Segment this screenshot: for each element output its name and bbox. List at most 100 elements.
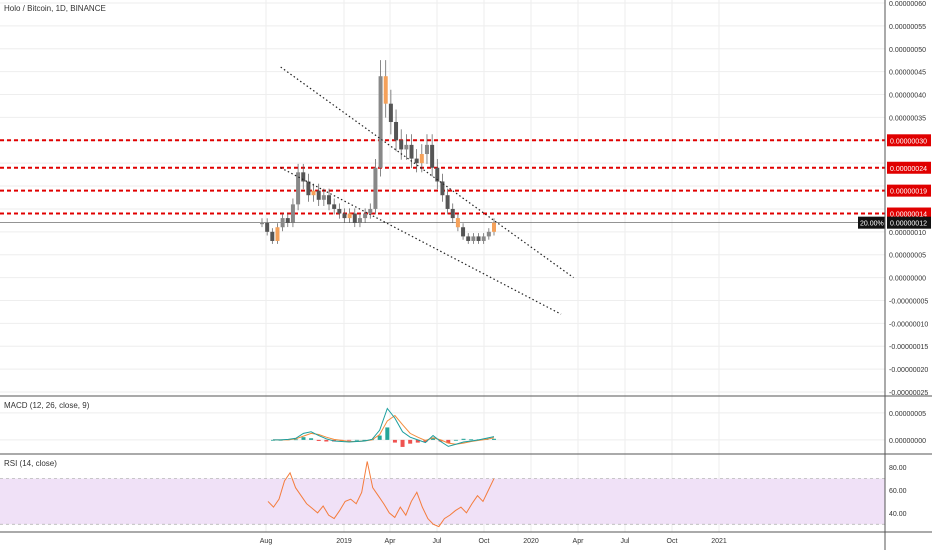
macd-hist-15 bbox=[385, 427, 390, 440]
macd-hist-16 bbox=[392, 439, 397, 443]
candle-body-10 bbox=[311, 190, 316, 196]
last-price-change-label: 20.00% bbox=[860, 221, 884, 228]
price-pane[interactable]: 0.00000030 0.00000024 0.00000019 0.00000014… bbox=[0, 60, 931, 315]
macd-hist-26 bbox=[469, 439, 474, 441]
macd-legend: MACD (12, 26, close, 9) bbox=[4, 401, 90, 410]
candle-body-39 bbox=[461, 227, 466, 237]
price-tick-10: 0.00000010 bbox=[889, 230, 926, 237]
chart-title: Holo / Bitcoin, 1D, BINANCE bbox=[4, 4, 106, 13]
trendline-0 bbox=[280, 66, 574, 279]
level-tag-1 bbox=[887, 161, 931, 174]
candle-body-13 bbox=[327, 195, 332, 205]
candle-body-32 bbox=[424, 144, 429, 155]
candle-body-21 bbox=[368, 208, 373, 214]
x-tick-4: Oct bbox=[479, 538, 490, 545]
level-tag-label-0: 0.00000030 bbox=[890, 138, 927, 145]
price-tick-0: 0.00000060 bbox=[889, 1, 926, 8]
last-price-tag bbox=[887, 216, 931, 229]
macd-hist-6 bbox=[316, 439, 321, 441]
candle-body-45 bbox=[492, 222, 496, 232]
candle-body-12 bbox=[321, 195, 326, 200]
candle-body-8 bbox=[301, 172, 306, 182]
price-tick-1: 0.00000055 bbox=[889, 24, 926, 31]
level-tag-label-3: 0.00000014 bbox=[890, 212, 927, 219]
macd-hist-17 bbox=[400, 439, 405, 447]
level-tag-2 bbox=[887, 184, 931, 197]
candle-body-37 bbox=[450, 208, 455, 219]
x-tick-2: Apr bbox=[385, 538, 397, 545]
macd-hist-12 bbox=[362, 439, 367, 441]
price-tick-11: 0.00000005 bbox=[889, 253, 926, 260]
rsi-band bbox=[0, 478, 885, 525]
candle-body-31 bbox=[419, 154, 424, 164]
last-price-change-tag bbox=[858, 216, 885, 229]
macd-hist-11 bbox=[354, 439, 359, 441]
candle-body-9 bbox=[306, 181, 311, 196]
candle-body-6 bbox=[290, 204, 295, 223]
candle-body-41 bbox=[471, 236, 476, 241]
macd-hist-3 bbox=[293, 439, 298, 441]
x-tick-3: Jul bbox=[433, 538, 442, 545]
level-tag-3 bbox=[887, 207, 931, 220]
candle-body-28 bbox=[404, 144, 409, 150]
candle-body-25 bbox=[388, 103, 393, 122]
candle-body-36 bbox=[445, 195, 450, 209]
price-tick-5: 0.00000035 bbox=[889, 115, 926, 122]
candle-body-4 bbox=[280, 218, 285, 228]
candle-body-42 bbox=[476, 236, 481, 241]
x-tick-6: Apr bbox=[573, 538, 585, 545]
price-tick-4: 0.00000040 bbox=[889, 93, 926, 100]
macd-line bbox=[273, 407, 495, 447]
price-tick-17: -0.00000025 bbox=[889, 390, 928, 397]
price-tick-2: 0.00000050 bbox=[889, 47, 926, 54]
macd-hist-10 bbox=[347, 439, 352, 441]
rsi-line bbox=[267, 461, 495, 528]
price-tick-12: 0.00000000 bbox=[889, 276, 926, 283]
candle-body-40 bbox=[466, 236, 471, 241]
candle-body-5 bbox=[285, 218, 290, 223]
price-tick-16: -0.00000020 bbox=[889, 367, 928, 374]
level-tag-label-1: 0.00000024 bbox=[890, 166, 927, 173]
rsi-tick-2: 40.00 bbox=[889, 511, 907, 518]
macd-hist-4 bbox=[301, 437, 306, 440]
candle-body-18 bbox=[352, 213, 357, 223]
macd-hist-14 bbox=[377, 435, 382, 440]
candle-body-16 bbox=[342, 213, 347, 219]
candle-body-14 bbox=[332, 204, 337, 209]
macd-tick-0: 0.00000005 bbox=[889, 411, 926, 418]
rsi-tick-1: 60.00 bbox=[889, 488, 907, 495]
macd-hist-25 bbox=[461, 438, 466, 440]
x-tick-5: 2020 bbox=[523, 538, 539, 545]
candle-body-7 bbox=[296, 172, 301, 205]
macd-hist-5 bbox=[309, 438, 314, 440]
candle-body-33 bbox=[430, 144, 435, 168]
macd-hist-22 bbox=[438, 439, 443, 442]
macd-pane[interactable] bbox=[271, 407, 496, 447]
candle-body-29 bbox=[409, 144, 414, 159]
candle-body-22 bbox=[373, 167, 378, 209]
price-tick-15: -0.00000015 bbox=[889, 344, 928, 351]
candle-body-3 bbox=[275, 227, 280, 241]
candle-body-1 bbox=[265, 222, 270, 232]
level-tag-label-2: 0.00000019 bbox=[890, 189, 927, 196]
macd-hist-18 bbox=[408, 439, 413, 444]
price-tick-14: -0.00000010 bbox=[889, 321, 928, 328]
rsi-pane[interactable] bbox=[0, 461, 885, 528]
macd-hist-23 bbox=[446, 439, 451, 444]
candle-body-34 bbox=[435, 167, 440, 182]
macd-hist-21 bbox=[431, 437, 436, 440]
macd-hist-7 bbox=[324, 439, 329, 442]
rsi-tick-0: 80.00 bbox=[889, 465, 907, 472]
last-price-label: 0.00000012 bbox=[890, 221, 927, 228]
grid bbox=[0, 0, 885, 532]
candle-body-23 bbox=[378, 76, 383, 168]
candle-body-43 bbox=[481, 236, 486, 241]
trendline-1 bbox=[280, 167, 562, 315]
price-tick-3: 0.00000045 bbox=[889, 70, 926, 77]
candle-body-20 bbox=[363, 213, 368, 219]
macd-tick-1: 0.00000000 bbox=[889, 438, 926, 445]
candle-body-26 bbox=[394, 121, 399, 141]
candle-body-27 bbox=[399, 140, 404, 150]
